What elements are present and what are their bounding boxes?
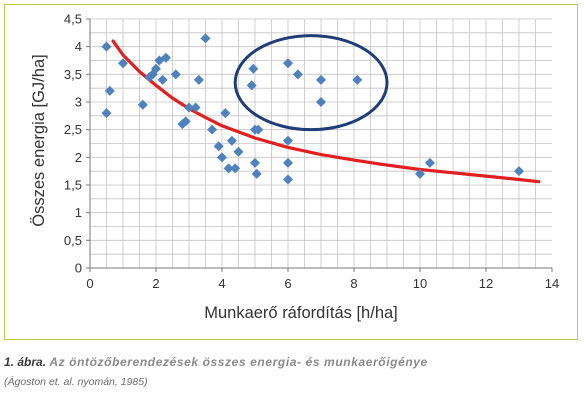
x-tick-label: 4 [218,276,225,291]
data-point [137,99,148,110]
trend-line [111,39,541,184]
data-point [316,74,326,85]
x-tick-label: 14 [545,276,559,291]
data-point [223,163,234,174]
data-point [283,135,293,146]
data-point [213,141,224,152]
data-point [101,41,112,52]
caption-source: (Ágoston et. al. nyomán, 1985) [4,376,148,388]
y-tick-label: 4 [75,39,82,54]
data-point [246,80,257,91]
data-point [415,168,425,179]
y-tick-label: 1,5 [64,178,82,193]
data-point [207,124,218,135]
caption-number: 1. ábra. [4,355,47,369]
x-tick-label: 12 [479,276,493,291]
data-point [151,63,161,74]
data-point [190,102,201,113]
data-point [292,69,303,80]
y-tick-label: 0,5 [64,233,82,248]
y-tick-label: 3,5 [64,67,82,82]
data-point [230,163,241,174]
cluster-ellipse [233,34,389,132]
data-point [248,63,259,74]
y-tick-label: 2 [75,150,82,165]
data-point [250,157,260,168]
data-point [104,85,115,96]
data-point [352,74,363,85]
data-point [283,174,293,185]
figure-caption: 1. ábra. Az öntözőberendezések összes en… [4,355,580,388]
x-tick-label: 10 [413,276,427,291]
y-tick-label: 0 [75,261,82,276]
data-point [283,58,293,69]
data-point [251,168,262,179]
data-point [217,152,227,163]
caption-title: Az öntözőberendezések összes energia- és… [49,355,428,369]
y-tick-label: 1 [75,205,82,220]
data-point [220,108,231,119]
data-point [157,74,168,85]
data-point [101,108,112,119]
data-point [193,74,204,85]
x-tick-label: 0 [86,276,93,291]
data-point [118,58,128,69]
data-point [200,33,211,44]
data-point [160,52,171,63]
data-point [226,135,237,146]
data-point [180,116,191,127]
x-tick-label: 8 [350,276,357,291]
data-point [514,166,524,177]
data-point [283,157,293,168]
data-point [253,124,264,135]
y-tick-label: 3 [75,95,82,110]
data-point [316,97,326,107]
data-point [233,146,244,157]
data-point [170,69,181,80]
y-tick-label: 4,5 [64,12,82,27]
x-axis-title: Munkaerő ráfordítás [h/ha] [204,304,398,322]
data-point [184,102,194,113]
x-tick-label: 6 [284,276,291,291]
x-tick-label: 2 [152,276,159,291]
y-axis-title: Összes energia [GJ/ha] [30,54,48,226]
chart-frame [4,4,578,340]
y-tick-label: 2,5 [64,122,82,137]
scatter-chart: 0 2 4 6 8 10 12 14 0 0,5 1 1,5 2 2,5 3 3,5 4 4,5 Munkaerő … [30,12,559,323]
data-point [424,157,435,168]
